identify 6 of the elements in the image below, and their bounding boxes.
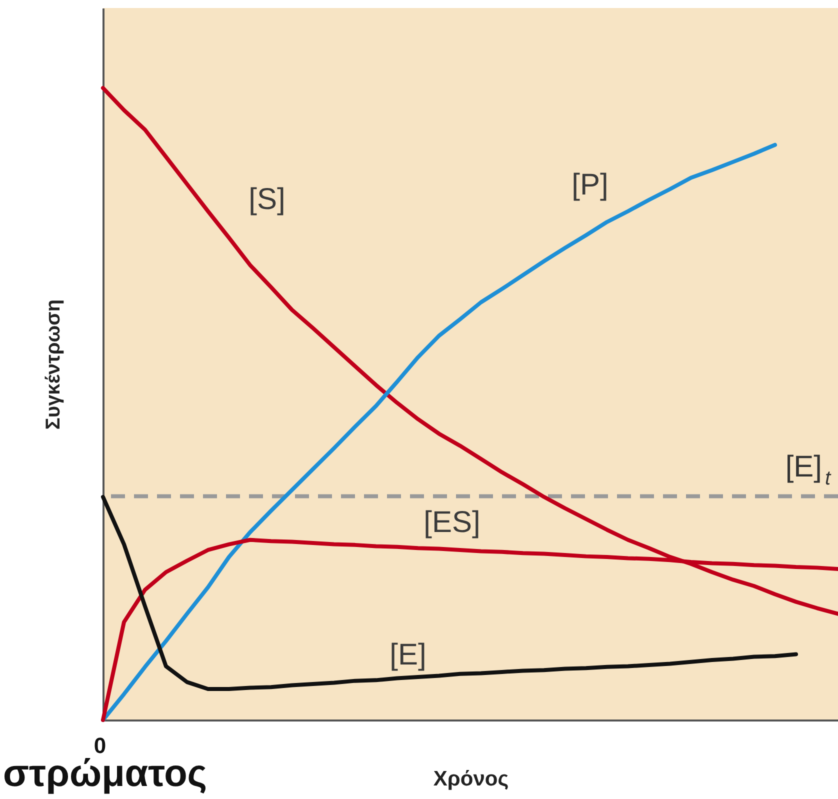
series-label: [S] (248, 183, 286, 216)
y-axis-title: Συγκέντρωση (42, 299, 64, 430)
series-label: [P] (572, 168, 608, 202)
series-label: [E] (390, 638, 426, 672)
x-axis-title: Χρόνος (433, 768, 509, 790)
series-label: [ES] (424, 506, 480, 539)
